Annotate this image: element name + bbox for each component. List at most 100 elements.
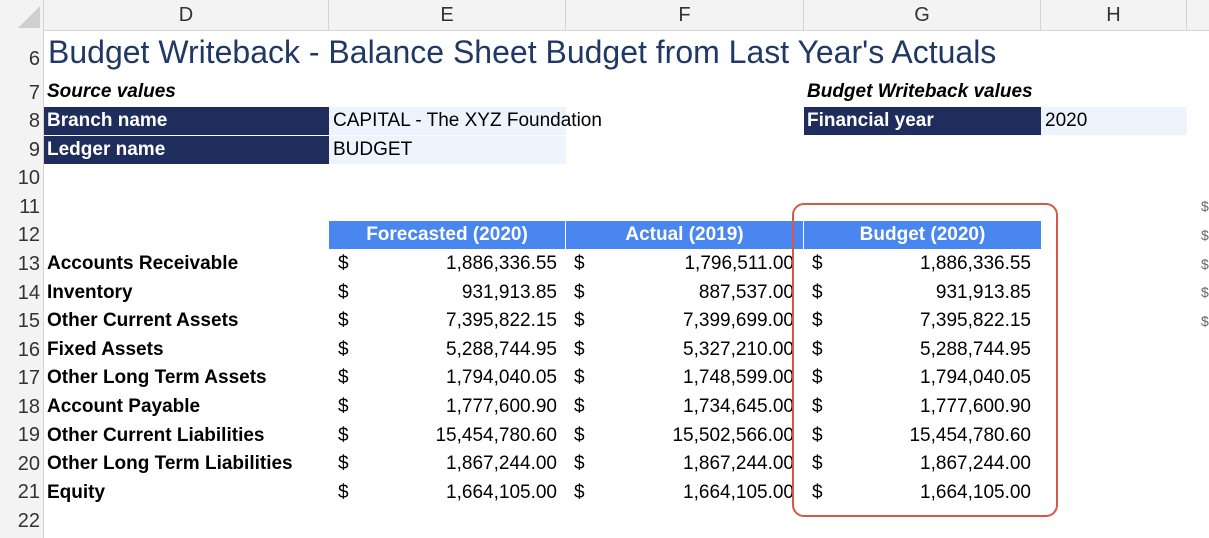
budget-value[interactable]: 1,664,105.00 <box>920 482 1031 503</box>
currency-symbol: $ <box>812 282 823 303</box>
row-label[interactable]: Fixed Assets <box>47 339 164 360</box>
row-label[interactable]: Equity <box>47 482 106 503</box>
ledger-name-label[interactable]: Ledger name <box>44 136 329 164</box>
currency-symbol: $ <box>574 339 585 360</box>
forecast-value[interactable]: 1,886,336.55 <box>446 253 557 274</box>
budget-value[interactable]: 7,395,822.15 <box>920 310 1031 331</box>
currency-symbol: $ <box>812 482 823 503</box>
currency-symbol: $ <box>574 396 585 417</box>
row-header-6[interactable]: 6 <box>28 48 40 70</box>
row-label[interactable]: Other Long Term Assets <box>47 367 267 388</box>
currency-symbol: $ <box>338 396 349 417</box>
currency-symbol: $ <box>338 482 349 503</box>
forecast-value[interactable]: 931,913.85 <box>461 282 557 303</box>
row-header-16[interactable]: 16 <box>17 339 40 361</box>
row-label[interactable]: Inventory <box>47 282 133 303</box>
currency-symbol: $ <box>338 282 349 303</box>
row-label[interactable]: Account Payable <box>47 396 201 417</box>
row-header-7[interactable]: 7 <box>28 82 40 104</box>
ledger-name-value[interactable]: BUDGET <box>329 136 566 164</box>
budget-column-highlight <box>792 203 1058 517</box>
currency-symbol: $ <box>812 339 823 360</box>
currency-symbol: $ <box>812 310 823 331</box>
actual-value[interactable]: 7,399,699.00 <box>683 310 794 331</box>
forecast-value[interactable]: 1,777,600.90 <box>446 396 557 417</box>
currency-symbol: $ <box>338 253 349 274</box>
budget-value[interactable]: 1,794,040.05 <box>920 367 1031 388</box>
branch-name-label[interactable]: Branch name <box>44 107 329 135</box>
column-header-g[interactable]: G <box>804 0 1041 31</box>
column-header-h[interactable]: H <box>1041 0 1187 31</box>
row-header-13[interactable]: 13 <box>17 253 40 275</box>
row-header-21[interactable]: 21 <box>17 481 40 503</box>
row-header-9[interactable]: 9 <box>28 139 40 161</box>
financial-year-value[interactable]: 2020 <box>1041 107 1187 135</box>
actual-value[interactable]: 1,748,599.00 <box>683 367 794 388</box>
actual-value[interactable]: 1,664,105.00 <box>683 482 794 503</box>
row-label[interactable]: Other Current Assets <box>47 310 239 331</box>
currency-symbol: $ <box>574 367 585 388</box>
currency-symbol: $ <box>338 310 349 331</box>
currency-symbol: $ <box>812 396 823 417</box>
currency-symbol: $ <box>574 453 585 474</box>
budget-value[interactable]: 931,913.85 <box>935 282 1031 303</box>
row-header-10[interactable]: 10 <box>17 167 40 189</box>
actual-value[interactable]: 887,537.00 <box>698 282 794 303</box>
forecast-value[interactable]: 1,794,040.05 <box>446 367 557 388</box>
forecast-value[interactable]: 7,395,822.15 <box>446 310 557 331</box>
source-values-heading[interactable]: Source values <box>47 81 176 102</box>
currency-symbol: $ <box>574 482 585 503</box>
actual-value[interactable]: 15,502,566.00 <box>672 425 794 446</box>
budget-value[interactable]: 5,288,744.95 <box>920 339 1031 360</box>
column-header-d[interactable]: D <box>44 0 329 31</box>
currency-symbol: $ <box>812 453 823 474</box>
forecast-value[interactable]: 15,454,780.60 <box>435 425 557 446</box>
currency-symbol: $ <box>338 425 349 446</box>
row-header-19[interactable]: 19 <box>17 424 40 446</box>
currency-symbol: $ <box>574 282 585 303</box>
offscreen-cell-text: $ <box>1201 256 1209 272</box>
row-header-22[interactable]: 22 <box>17 510 40 532</box>
currency-symbol: $ <box>574 310 585 331</box>
row-header-20[interactable]: 20 <box>17 453 40 475</box>
header-budget[interactable]: Budget (2020) <box>804 221 1041 249</box>
sheet-title[interactable]: Budget Writeback - Balance Sheet Budget … <box>48 34 997 70</box>
financial-year-label[interactable]: Financial year <box>804 107 1041 135</box>
row-header-11[interactable]: 11 <box>19 196 40 218</box>
row-header-14[interactable]: 14 <box>17 282 40 304</box>
forecast-value[interactable]: 1,867,244.00 <box>446 453 557 474</box>
header-forecasted[interactable]: Forecasted (2020) <box>329 221 565 249</box>
writeback-values-heading[interactable]: Budget Writeback values <box>807 81 1033 102</box>
forecast-value[interactable]: 1,664,105.00 <box>446 482 557 503</box>
budget-value[interactable]: 1,777,600.90 <box>920 396 1031 417</box>
row-header-bar <box>0 31 44 538</box>
currency-symbol: $ <box>574 425 585 446</box>
row-header-15[interactable]: 15 <box>17 310 40 332</box>
actual-value[interactable]: 1,867,244.00 <box>683 453 794 474</box>
budget-value[interactable]: 1,867,244.00 <box>920 453 1031 474</box>
actual-value[interactable]: 5,327,210.00 <box>683 339 794 360</box>
actual-value[interactable]: 1,734,645.00 <box>683 396 794 417</box>
budget-value[interactable]: 15,454,780.60 <box>909 425 1031 446</box>
row-header-8[interactable]: 8 <box>28 110 40 132</box>
row-header-12[interactable]: 12 <box>17 224 40 246</box>
select-all-corner[interactable] <box>0 0 44 31</box>
header-actual[interactable]: Actual (2019) <box>566 221 803 249</box>
column-header-bar <box>0 0 1209 31</box>
offscreen-cell-text: $ <box>1201 313 1209 329</box>
row-header-17[interactable]: 17 <box>17 367 40 389</box>
currency-symbol: $ <box>812 425 823 446</box>
currency-symbol: $ <box>812 253 823 274</box>
actual-value[interactable]: 1,796,511.00 <box>684 253 794 274</box>
row-label[interactable]: Other Current Liabilities <box>47 425 265 446</box>
forecast-value[interactable]: 5,288,744.95 <box>446 339 557 360</box>
row-header-18[interactable]: 18 <box>17 396 40 418</box>
offscreen-cell-text: $ <box>1201 227 1209 243</box>
branch-name-value[interactable]: CAPITAL - The XYZ Foundation <box>329 107 602 135</box>
column-header-f[interactable]: F <box>566 0 804 31</box>
budget-value[interactable]: 1,886,336.55 <box>920 253 1031 274</box>
row-label[interactable]: Accounts Receivable <box>47 253 239 274</box>
row-label[interactable]: Other Long Term Liabilities <box>47 453 293 474</box>
column-header-e[interactable]: E <box>329 0 566 31</box>
currency-symbol: $ <box>338 367 349 388</box>
